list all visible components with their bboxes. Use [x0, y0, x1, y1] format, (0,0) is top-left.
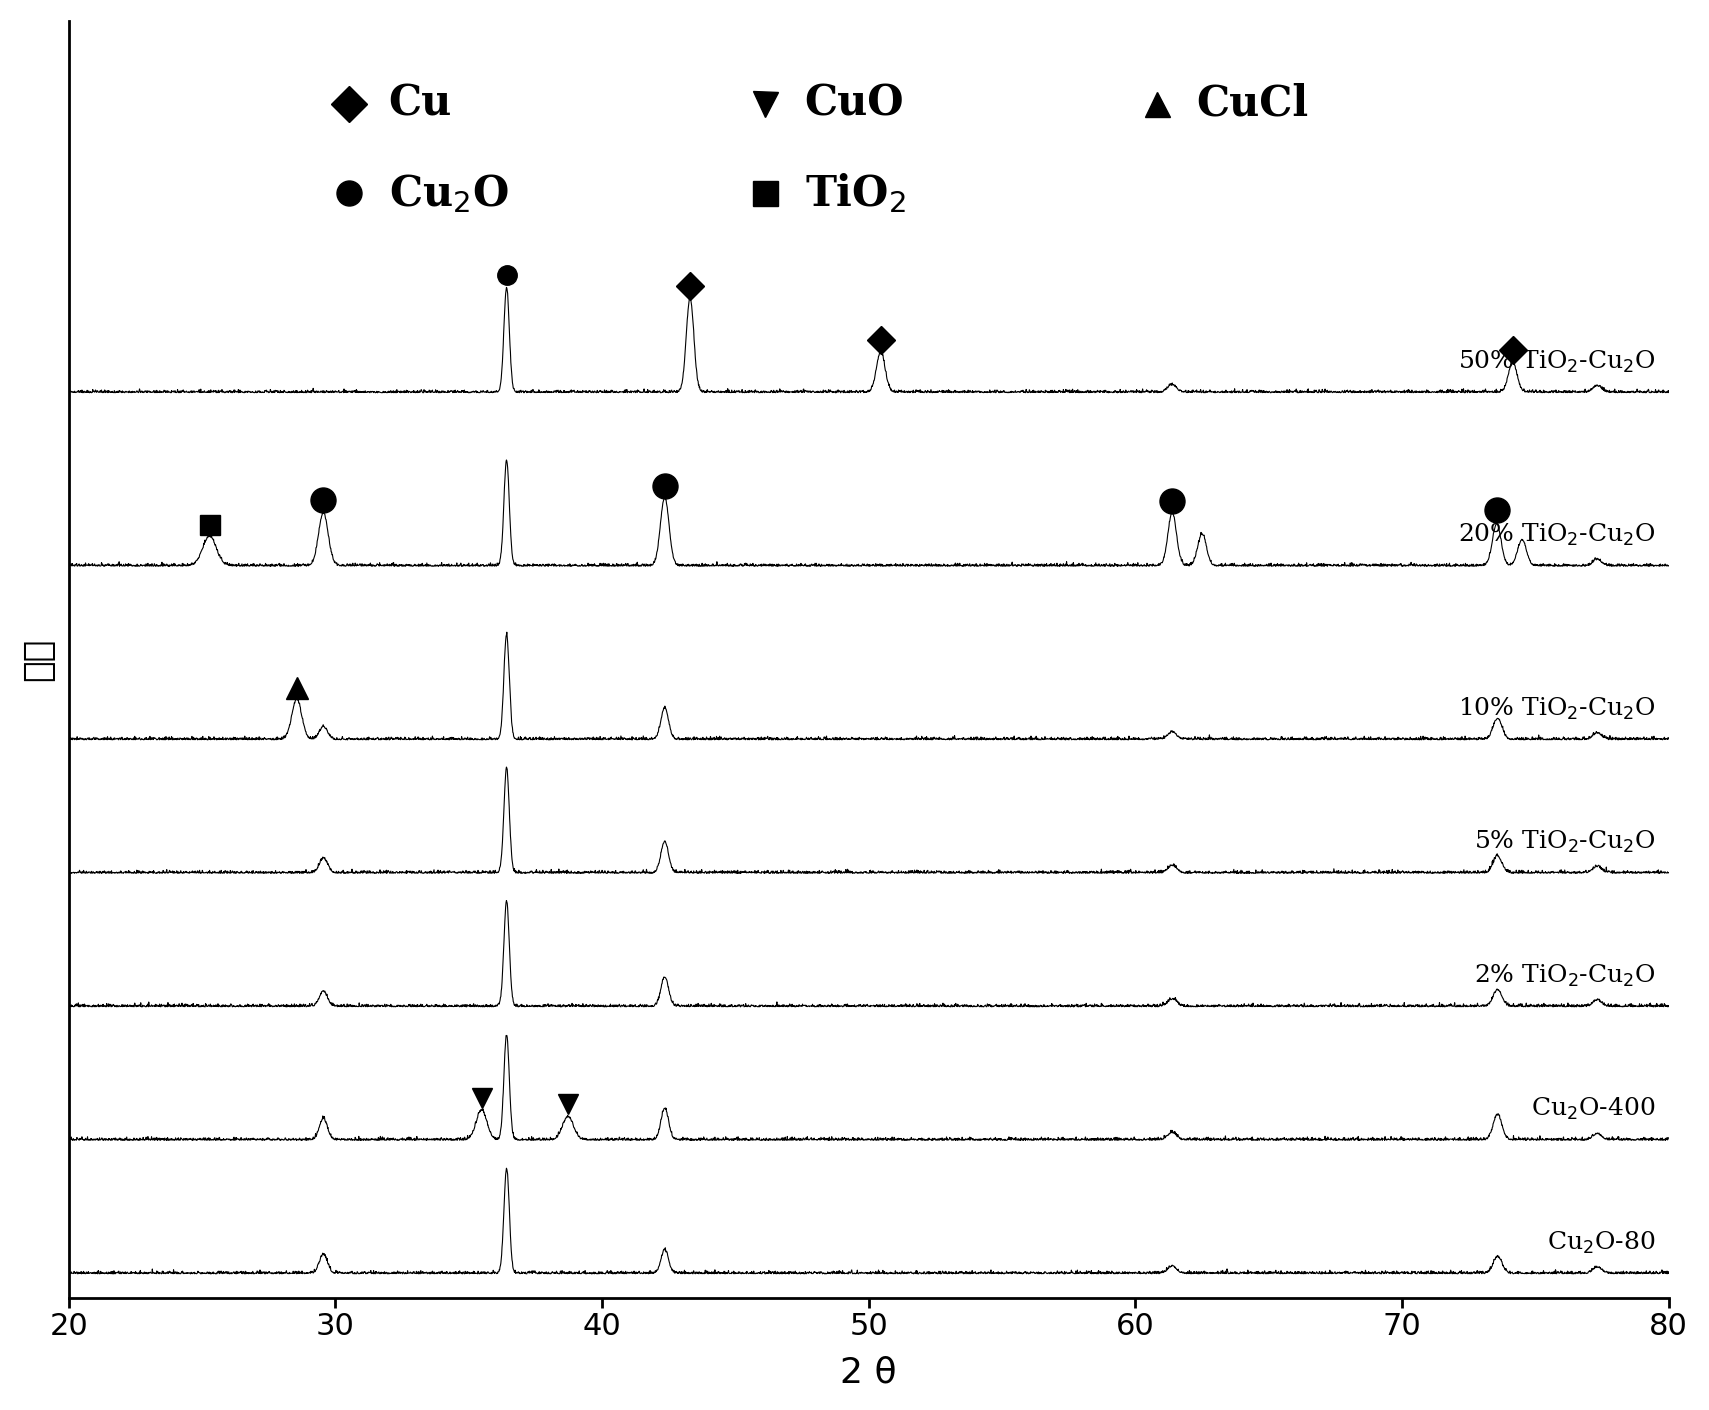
- Text: Cu: Cu: [388, 83, 451, 125]
- Text: Cu$_2$O-80: Cu$_2$O-80: [1547, 1230, 1656, 1256]
- Text: CuO: CuO: [805, 83, 904, 125]
- Y-axis label: 强度: 强度: [21, 637, 55, 681]
- Text: TiO$_2$: TiO$_2$: [805, 171, 906, 216]
- X-axis label: 2 θ: 2 θ: [841, 1355, 897, 1389]
- Text: 10% TiO$_2$-Cu$_2$O: 10% TiO$_2$-Cu$_2$O: [1458, 695, 1656, 722]
- Text: Cu$_2$O: Cu$_2$O: [388, 172, 509, 214]
- Text: 2% TiO$_2$-Cu$_2$O: 2% TiO$_2$-Cu$_2$O: [1473, 963, 1656, 988]
- Text: 50% TiO$_2$-Cu$_2$O: 50% TiO$_2$-Cu$_2$O: [1458, 348, 1656, 375]
- Text: Cu$_2$O-400: Cu$_2$O-400: [1531, 1096, 1656, 1122]
- Text: CuCl: CuCl: [1196, 83, 1309, 125]
- Text: 5% TiO$_2$-Cu$_2$O: 5% TiO$_2$-Cu$_2$O: [1473, 829, 1656, 856]
- Text: 20% TiO$_2$-Cu$_2$O: 20% TiO$_2$-Cu$_2$O: [1458, 522, 1656, 548]
